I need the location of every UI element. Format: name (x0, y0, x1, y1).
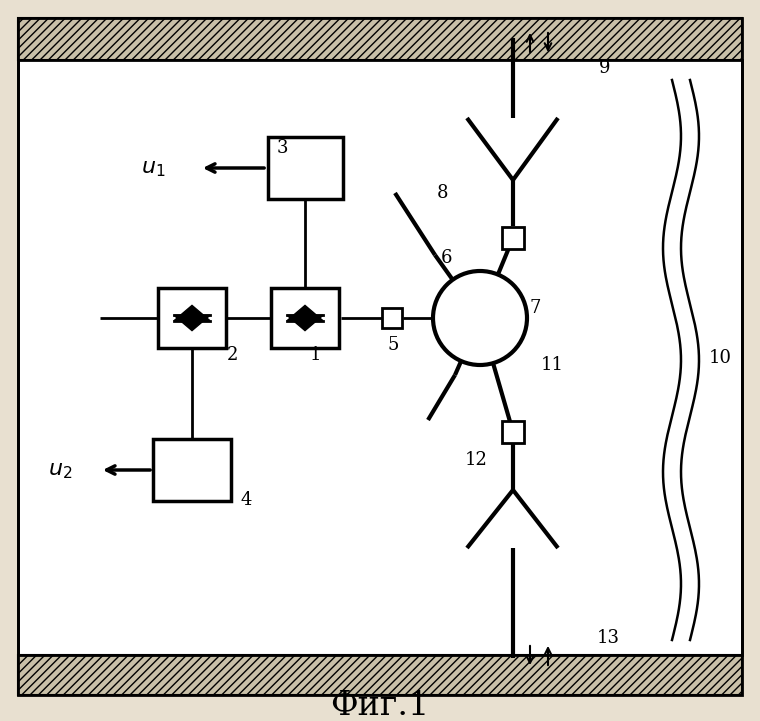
Polygon shape (174, 306, 210, 321)
Bar (18, 18, 742, 60)
Text: 9: 9 (599, 59, 611, 77)
Text: $u_1$: $u_1$ (141, 157, 165, 179)
Text: 6: 6 (442, 249, 453, 267)
Bar (153, 439, 231, 501)
Text: 11: 11 (540, 356, 563, 374)
Bar (158, 288, 226, 348)
Circle shape (433, 271, 527, 365)
Bar (18, 60, 742, 695)
Text: $u_2$: $u_2$ (48, 459, 72, 481)
Bar (271, 288, 339, 348)
Bar (502, 421, 524, 443)
Text: 2: 2 (226, 346, 238, 364)
Polygon shape (287, 315, 323, 331)
Text: 10: 10 (708, 349, 731, 367)
Text: 13: 13 (597, 629, 619, 647)
Text: 1: 1 (310, 346, 321, 364)
Text: 3: 3 (276, 139, 288, 157)
Text: 7: 7 (529, 299, 540, 317)
Bar (382, 308, 402, 328)
Bar (18, 655, 742, 695)
Polygon shape (174, 315, 210, 331)
Bar (268, 137, 343, 199)
Text: 5: 5 (388, 336, 399, 354)
Text: 4: 4 (240, 491, 252, 509)
Bar (18, 60, 742, 655)
Polygon shape (287, 306, 323, 321)
Text: 12: 12 (464, 451, 487, 469)
Text: Фиг.1: Фиг.1 (331, 690, 429, 721)
Bar (502, 227, 524, 249)
Text: 8: 8 (437, 184, 448, 202)
